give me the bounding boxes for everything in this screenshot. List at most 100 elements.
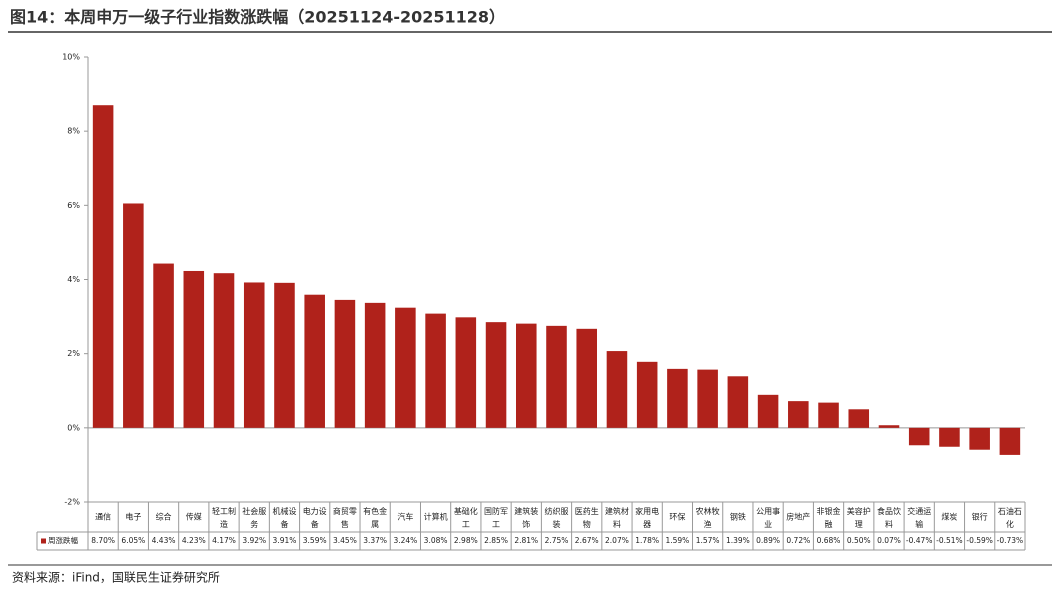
bar <box>213 273 235 428</box>
x-tick-label: 交通运输 <box>907 506 931 529</box>
x-tick-label: 美容护理 <box>847 506 871 529</box>
bar <box>576 328 598 428</box>
y-tick-label: 0% <box>67 423 80 432</box>
x-tick-label: 电子 <box>125 512 141 522</box>
x-tick-label: 石油石化 <box>998 506 1022 529</box>
x-tick-label: 机械设备 <box>272 506 296 529</box>
bar <box>606 351 628 428</box>
value-label: 2.85% <box>484 536 508 545</box>
value-label: -0.51% <box>936 536 963 545</box>
bar <box>334 299 356 428</box>
legend-swatch <box>41 538 46 544</box>
x-tick-label: 商贸零售 <box>333 506 357 529</box>
x-tick-label: 综合 <box>156 512 172 522</box>
bar <box>92 105 114 428</box>
value-label: 8.70% <box>91 536 115 545</box>
value-label: 2.67% <box>575 536 599 545</box>
bar <box>878 425 900 428</box>
bar <box>395 307 416 428</box>
x-tick-label: 房地产 <box>786 512 810 522</box>
bar <box>908 427 930 446</box>
x-tick-label: 建筑材料 <box>605 506 629 529</box>
legend-label: 周涨跌幅 <box>48 535 78 545</box>
source-note: 资料来源：iFind，国联民生证券研究所 <box>12 570 220 585</box>
x-tick-label: 社会服务 <box>242 506 266 529</box>
x-tick-label: 有色金属 <box>363 506 387 529</box>
value-label: 4.43% <box>152 536 176 545</box>
bar <box>153 263 174 428</box>
value-label: 3.37% <box>363 536 387 545</box>
value-label: 2.98% <box>454 536 478 545</box>
x-tick-label: 电力设备 <box>303 506 327 529</box>
value-label: 3.45% <box>333 536 357 545</box>
y-tick-label: 8% <box>67 127 80 136</box>
x-tick-label: 公用事业 <box>756 506 780 529</box>
x-tick-label: 轻工制造 <box>212 506 236 529</box>
x-tick-label: 国防军工 <box>484 506 508 529</box>
value-label: 2.07% <box>605 536 629 545</box>
chart-title: 图14：本周申万一级子行业指数涨跌幅（20251124-20251128） <box>10 8 505 27</box>
x-tick-label: 纺织服装 <box>545 506 569 529</box>
bar <box>455 317 477 428</box>
y-tick-label: 10% <box>62 53 80 62</box>
x-tick-label: 银行 <box>972 512 988 522</box>
x-tick-label: 汽车 <box>397 512 413 522</box>
value-label: 0.68% <box>817 536 841 545</box>
bar <box>999 427 1021 455</box>
value-label: 4.17% <box>212 536 236 545</box>
x-tick-label: 建筑装饰 <box>514 506 538 529</box>
x-tick-label: 农林牧渔 <box>696 506 720 529</box>
bar <box>425 313 446 428</box>
value-label: 1.57% <box>696 536 720 545</box>
bar <box>757 394 779 428</box>
value-label: 3.92% <box>242 536 266 545</box>
bar <box>818 402 839 428</box>
y-tick-label: 2% <box>67 349 80 358</box>
value-label: 0.72% <box>786 536 810 545</box>
y-tick-label: 6% <box>67 201 80 210</box>
x-tick-label: 计算机 <box>424 512 448 522</box>
y-tick-label: -2% <box>64 498 80 507</box>
bar <box>546 325 567 428</box>
value-label: 2.81% <box>514 536 538 545</box>
bar <box>364 302 386 428</box>
x-tick-label: 非银金融 <box>817 506 841 529</box>
value-label: -0.47% <box>906 536 933 545</box>
bar <box>243 282 265 428</box>
bar <box>697 369 718 428</box>
x-tick-label: 煤炭 <box>941 512 957 522</box>
x-tick-label: 环保 <box>669 512 685 522</box>
bar <box>636 361 658 428</box>
x-tick-label: 食品饮料 <box>877 506 901 529</box>
value-label: -0.59% <box>966 536 993 545</box>
bar <box>667 368 688 428</box>
bar <box>788 401 809 428</box>
value-label: 1.39% <box>726 536 750 545</box>
bar <box>939 427 960 447</box>
value-label: 3.59% <box>303 536 327 545</box>
x-tick-label: 医药生物 <box>575 506 599 529</box>
bar <box>515 323 537 428</box>
x-tick-label: 传媒 <box>186 512 202 522</box>
bar <box>274 282 295 428</box>
x-tick-label: 通信 <box>95 512 111 522</box>
value-label: 0.50% <box>847 536 871 545</box>
value-label: 2.75% <box>545 536 569 545</box>
bar <box>969 427 990 450</box>
value-label: 3.91% <box>273 536 297 545</box>
value-label: 1.78% <box>635 536 659 545</box>
value-label: 4.23% <box>182 536 206 545</box>
value-label: 3.24% <box>393 536 417 545</box>
value-label: 0.89% <box>756 536 780 545</box>
bar <box>183 270 205 428</box>
value-label: -0.73% <box>997 536 1024 545</box>
value-label: 6.05% <box>121 536 145 545</box>
x-tick-label: 家用电器 <box>635 506 659 529</box>
y-tick-label: 4% <box>67 275 80 284</box>
value-label: 1.59% <box>665 536 689 545</box>
x-tick-label: 钢铁 <box>730 512 746 522</box>
bar <box>848 409 870 428</box>
value-label: 3.08% <box>424 536 448 545</box>
value-label: 0.07% <box>877 536 901 545</box>
